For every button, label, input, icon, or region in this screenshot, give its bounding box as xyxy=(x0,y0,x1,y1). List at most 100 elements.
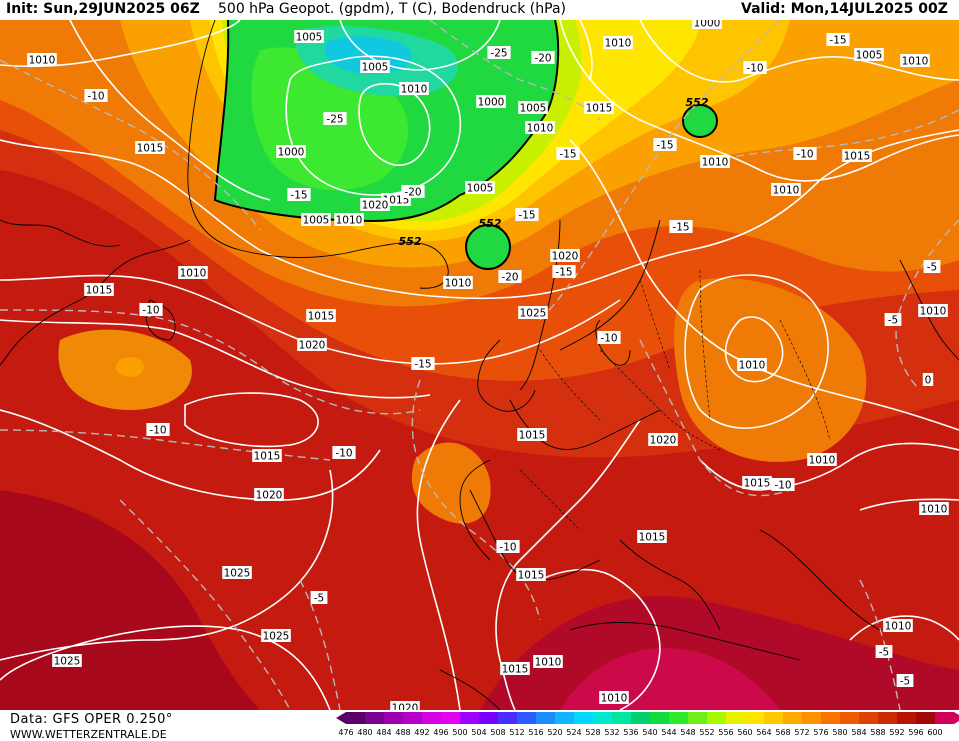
svg-text:-10: -10 xyxy=(746,63,763,75)
legend-color-cell xyxy=(593,712,612,724)
isotherm-label: -15 xyxy=(411,357,435,371)
isobar-label: 1025 xyxy=(261,629,291,643)
svg-text:1015: 1015 xyxy=(137,143,164,155)
svg-text:-5: -5 xyxy=(888,315,898,327)
isobar-label: 1010 xyxy=(919,502,949,516)
isobar-label: 1010 xyxy=(443,276,473,290)
legend-color-cell xyxy=(498,712,517,724)
svg-text:1020: 1020 xyxy=(552,251,579,263)
isobar-label: 1010 xyxy=(599,691,629,705)
isobar-label: 1020 xyxy=(360,198,390,212)
legend-color-cell xyxy=(726,712,745,724)
legend-value: 512 xyxy=(509,728,525,737)
svg-text:1015: 1015 xyxy=(86,285,113,297)
legend-arrow-right xyxy=(954,712,959,724)
svg-text:1005: 1005 xyxy=(467,183,494,195)
isobar-label: 1005 xyxy=(518,101,548,115)
legend-value: 592 xyxy=(889,728,905,737)
legend-color-cell xyxy=(935,712,954,724)
svg-text:1015: 1015 xyxy=(254,451,281,463)
geopotential-label: 552 xyxy=(399,235,422,248)
isotherm-label: -10 xyxy=(743,61,767,75)
isobar-label: 1015 xyxy=(842,149,872,163)
isobar-label: 1015 xyxy=(742,476,772,490)
legend-value: 596 xyxy=(908,728,924,737)
isobar-label: 1020 xyxy=(648,433,678,447)
svg-text:1000: 1000 xyxy=(278,147,305,159)
isotherm-label: -25 xyxy=(323,112,347,126)
isotherm-label: -5 xyxy=(875,645,893,659)
svg-text:1010: 1010 xyxy=(401,84,428,96)
legend-color-cell xyxy=(802,712,821,724)
header-bar: Init: Sun,29JUN2025 06Z 500 hPa Geopot. … xyxy=(0,0,959,20)
svg-text:1010: 1010 xyxy=(920,306,947,318)
legend-value: 548 xyxy=(680,728,696,737)
legend-value: 488 xyxy=(395,728,411,737)
legend-value: 576 xyxy=(813,728,829,737)
svg-text:-15: -15 xyxy=(559,149,576,161)
isobar-label: 1025 xyxy=(222,566,252,580)
svg-text:-15: -15 xyxy=(555,267,572,279)
svg-text:1025: 1025 xyxy=(520,308,547,320)
legend-color-cell xyxy=(688,712,707,724)
svg-text:1010: 1010 xyxy=(180,268,207,280)
isobar-label: 1005 xyxy=(360,60,390,74)
isobar-label: 1015 xyxy=(637,530,667,544)
isotherm-label: -25 xyxy=(487,46,511,60)
legend-value: 568 xyxy=(775,728,791,737)
geopotential-labels: 552 552 552 xyxy=(399,96,709,248)
legend-color-cell xyxy=(764,712,783,724)
isobar-label: 1010 xyxy=(883,619,913,633)
isobar-label: 1005 xyxy=(854,48,884,62)
isotherm-label: -15 xyxy=(653,138,677,152)
svg-text:1010: 1010 xyxy=(605,38,632,50)
legend-value: 536 xyxy=(623,728,639,737)
legend-value: 480 xyxy=(357,728,373,737)
isobar-label: 1020 xyxy=(390,701,420,710)
svg-text:1020: 1020 xyxy=(256,490,283,502)
svg-text:1005: 1005 xyxy=(296,32,323,44)
isobar-label: 1010 xyxy=(178,266,208,280)
isotherm-label: -10 xyxy=(139,303,163,317)
svg-text:1010: 1010 xyxy=(336,215,363,227)
legend-color-cell xyxy=(650,712,669,724)
legend-color-cell xyxy=(916,712,935,724)
isobar-label: 1010 xyxy=(918,304,948,318)
weather-map: 1010 1005 1005 1010 1000 1005 1010 1010 1000 1005… xyxy=(0,20,959,710)
legend-value: 504 xyxy=(471,728,487,737)
svg-text:1015: 1015 xyxy=(519,430,546,442)
isobar-label: 1005 xyxy=(465,181,495,195)
svg-text:1010: 1010 xyxy=(702,157,729,169)
isobar-label: 1025 xyxy=(518,306,548,320)
legend-color-cell xyxy=(555,712,574,724)
isobar-label: 1010 xyxy=(771,183,801,197)
legend-value: 528 xyxy=(585,728,601,737)
isobar-label: 1015 xyxy=(84,283,114,297)
svg-text:1010: 1010 xyxy=(885,621,912,633)
svg-text:1020: 1020 xyxy=(299,340,326,352)
site-url[interactable]: WWW.WETTERZENTRALE.DE xyxy=(10,728,167,741)
valid-time: Valid: Mon,14JUL2025 00Z xyxy=(741,1,948,17)
isobar-label: 1015 xyxy=(516,568,546,582)
isotherm-label: -5 xyxy=(884,313,902,327)
legend-value: 540 xyxy=(642,728,658,737)
svg-text:-15: -15 xyxy=(672,222,689,234)
svg-text:-15: -15 xyxy=(290,190,307,202)
svg-text:-10: -10 xyxy=(600,333,617,345)
svg-text:-5: -5 xyxy=(314,593,324,605)
legend-color-cell xyxy=(403,712,422,724)
legend-color-cell xyxy=(574,712,593,724)
pressure-labels: 1010 1005 1005 1010 1000 1005 1010 1010 1000 1005… xyxy=(27,20,949,710)
legend-color-cell xyxy=(859,712,878,724)
legend-color-cell xyxy=(840,712,859,724)
svg-text:-20: -20 xyxy=(534,53,551,65)
svg-text:1015: 1015 xyxy=(518,570,545,582)
isobar-label: 1020 xyxy=(297,338,327,352)
isotherm-label: -15 xyxy=(552,265,576,279)
temperature-isotherms xyxy=(0,20,959,710)
isobar-label: 1010 xyxy=(603,36,633,50)
legend-value: 524 xyxy=(566,728,582,737)
isobar-label: 1010 xyxy=(533,655,563,669)
temperature-labels: -25 -20 -10 -25 -15 -10 -15 -15 -10 -15 -20 -15 -15 -… xyxy=(84,33,941,688)
svg-text:1020: 1020 xyxy=(362,200,389,212)
